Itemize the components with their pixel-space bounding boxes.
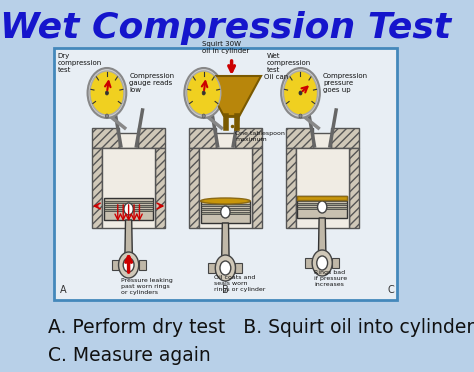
Circle shape xyxy=(202,91,205,95)
Circle shape xyxy=(312,250,332,276)
Text: Squirt 30W
oil in cylinder: Squirt 30W oil in cylinder xyxy=(202,41,249,54)
Bar xyxy=(104,205,154,207)
Circle shape xyxy=(88,68,126,118)
Bar xyxy=(92,148,102,228)
Polygon shape xyxy=(221,223,229,268)
Bar xyxy=(155,148,165,228)
Text: A. Perform dry test   B. Squirt oil into cylinder: A. Perform dry test B. Squirt oil into c… xyxy=(48,318,474,337)
Circle shape xyxy=(105,114,109,118)
Bar xyxy=(104,198,154,220)
Circle shape xyxy=(118,252,139,278)
Bar xyxy=(201,208,250,210)
Polygon shape xyxy=(125,220,132,265)
Bar xyxy=(332,258,339,268)
Circle shape xyxy=(184,68,223,118)
Text: Dry
compression
test: Dry compression test xyxy=(57,53,101,73)
Bar xyxy=(209,263,215,273)
Circle shape xyxy=(187,71,221,115)
Text: Oil can: Oil can xyxy=(264,74,288,80)
Circle shape xyxy=(124,203,133,215)
Bar xyxy=(201,212,250,214)
Circle shape xyxy=(220,261,231,275)
Bar xyxy=(138,128,165,148)
Bar xyxy=(286,148,296,228)
Bar xyxy=(331,128,358,148)
Bar xyxy=(297,196,347,218)
Bar xyxy=(313,133,331,148)
Text: Compression
pressure
goes up: Compression pressure goes up xyxy=(323,73,368,93)
Polygon shape xyxy=(319,218,326,263)
Circle shape xyxy=(215,255,236,281)
Circle shape xyxy=(221,206,230,218)
Bar xyxy=(297,207,347,209)
Text: Rings bad
if pressure
increases: Rings bad if pressure increases xyxy=(314,270,347,286)
Text: C. Measure again: C. Measure again xyxy=(48,346,211,365)
Circle shape xyxy=(317,256,328,270)
Text: B: B xyxy=(221,285,228,295)
Text: Wet
compression
test: Wet compression test xyxy=(266,53,310,73)
Bar xyxy=(54,48,397,300)
Circle shape xyxy=(202,114,205,118)
Bar xyxy=(189,148,199,228)
Polygon shape xyxy=(202,76,261,116)
Text: Oil coats and
seals worn
rings or cylinder: Oil coats and seals worn rings or cylind… xyxy=(214,275,265,292)
Bar xyxy=(235,128,262,148)
Text: Compression
gauge reads
low: Compression gauge reads low xyxy=(129,73,174,93)
Bar xyxy=(297,203,347,205)
Text: One tablespoon
maximum: One tablespoon maximum xyxy=(236,131,285,142)
Circle shape xyxy=(90,71,124,115)
Bar xyxy=(104,209,154,211)
Bar xyxy=(92,128,119,148)
Bar xyxy=(348,148,358,228)
Bar xyxy=(296,148,348,228)
Bar xyxy=(216,133,235,148)
Bar xyxy=(297,196,347,200)
Bar xyxy=(201,204,250,206)
Ellipse shape xyxy=(201,198,250,204)
Text: A: A xyxy=(60,285,66,295)
Circle shape xyxy=(283,71,318,115)
Bar xyxy=(236,263,242,273)
Bar xyxy=(305,258,312,268)
Circle shape xyxy=(299,114,302,118)
Circle shape xyxy=(318,201,327,213)
Bar xyxy=(111,260,118,270)
Bar xyxy=(119,133,138,148)
Circle shape xyxy=(281,68,320,118)
Bar xyxy=(139,260,146,270)
Bar xyxy=(104,201,154,203)
Text: Pressure leaking
past worn rings
or cylinders: Pressure leaking past worn rings or cyli… xyxy=(121,278,173,295)
Bar xyxy=(286,128,313,148)
Bar xyxy=(297,199,347,201)
Bar xyxy=(201,201,250,223)
Bar xyxy=(252,148,262,228)
Circle shape xyxy=(123,258,134,272)
Circle shape xyxy=(105,91,109,95)
Bar xyxy=(199,148,252,228)
Bar xyxy=(102,148,155,228)
Bar xyxy=(189,128,216,148)
Circle shape xyxy=(299,91,302,95)
Text: C: C xyxy=(388,285,395,295)
Text: Wet Compression Test: Wet Compression Test xyxy=(0,11,451,45)
